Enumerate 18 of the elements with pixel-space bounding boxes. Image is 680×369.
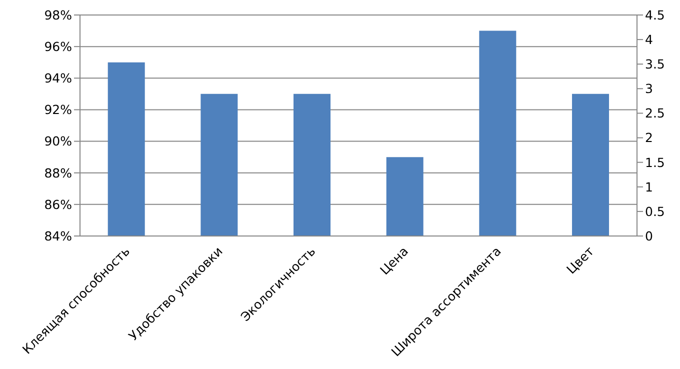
- y-tick-label: 98%: [44, 7, 72, 22]
- y-tick-label: 92%: [44, 102, 72, 118]
- y2-tick-label: 2: [645, 130, 653, 146]
- y2-tick-label: 0: [645, 228, 653, 244]
- y2-tick-label: 3.5: [645, 56, 665, 72]
- y2-tick-label: 1: [645, 179, 653, 194]
- y2-tick-label: 0.5: [645, 204, 665, 219]
- y2-tick-label: 1.5: [645, 154, 665, 170]
- y-tick-label: 84%: [44, 228, 72, 244]
- y2-tick-label: 4: [645, 32, 653, 47]
- y-tick-label: 86%: [44, 196, 72, 212]
- y-tick-label: 94%: [44, 70, 72, 86]
- y2-tick-label: 4.5: [645, 7, 665, 22]
- y2-tick-label: 2.5: [645, 106, 665, 121]
- y2-tick-label: 3: [645, 81, 653, 96]
- y-tick-label: 90%: [44, 134, 72, 149]
- y-tick-label: 88%: [44, 165, 72, 180]
- y-tick-label: 96%: [44, 39, 72, 54]
